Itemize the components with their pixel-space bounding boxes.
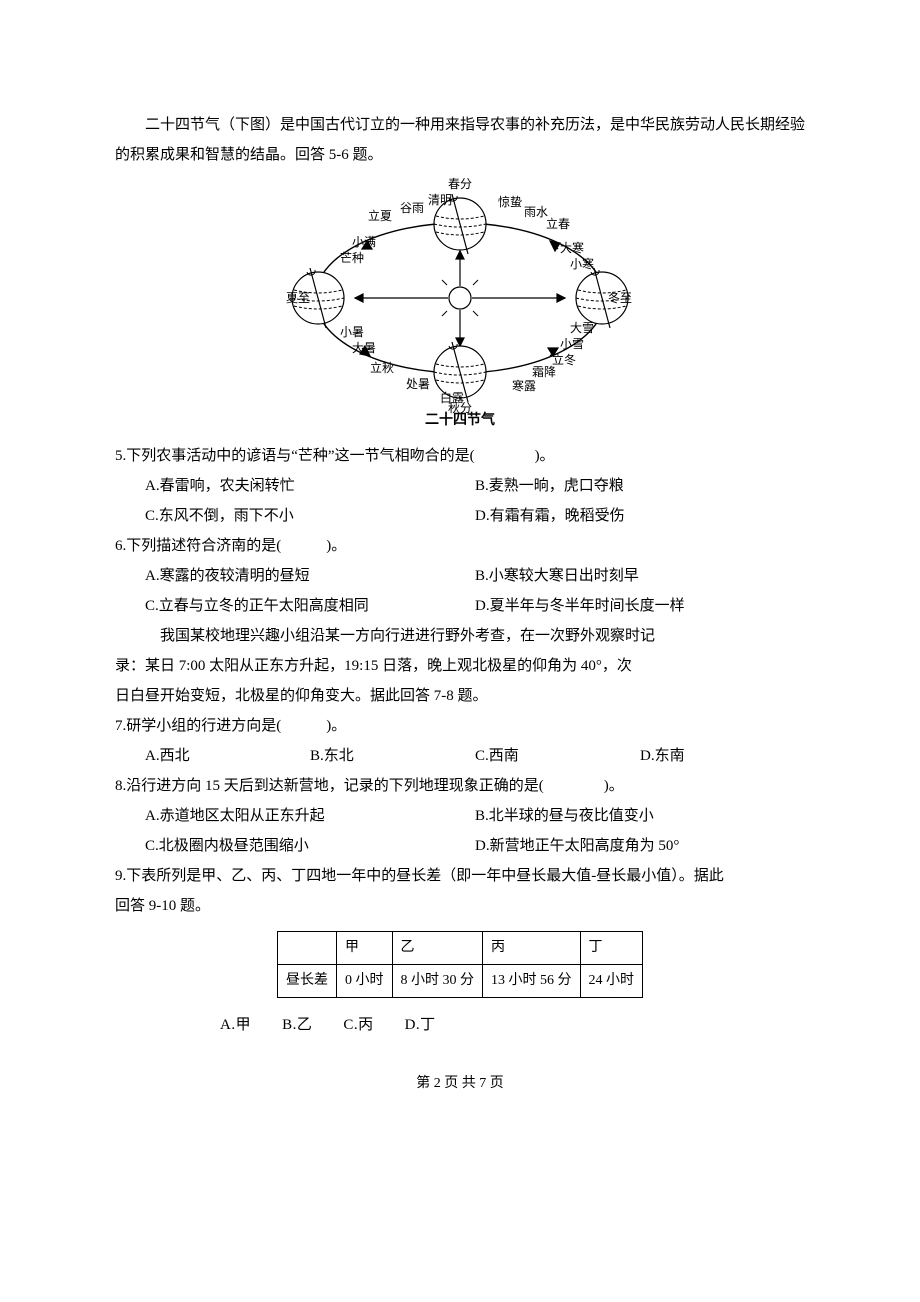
q5-opt-a: A.春雷响，农夫闲转忙 xyxy=(145,471,475,501)
th-bing: 丙 xyxy=(483,932,581,965)
svg-text:霜降: 霜降 xyxy=(532,365,556,379)
q6-opt-a: A.寒露的夜较清明的昼短 xyxy=(145,561,475,591)
svg-text:小雪: 小雪 xyxy=(560,337,584,351)
q6-opt-d: D.夏半年与冬半年时间长度一样 xyxy=(475,591,805,621)
q7-opts: A.西北 B.东北 C.西南 D.东南 xyxy=(115,741,805,771)
q9-table-wrap: 甲 乙 丙 丁 昼长差 0 小时 8 小时 30 分 13 小时 56 分 24… xyxy=(115,931,805,998)
intro-2-l3: 日白昼开始变短，北极星的仰角变大。据此回答 7-8 题。 xyxy=(115,681,805,711)
cell-ding: 24 小时 xyxy=(580,965,643,998)
q6-row2: C.立春与立冬的正午太阳高度相同 D.夏半年与冬半年时间长度一样 xyxy=(115,591,805,621)
q5-opt-d: D.有霜有霜，晚稻受伤 xyxy=(475,501,805,531)
q5-row1: A.春雷响，农夫闲转忙 B.麦熟一晌，虎口夺粮 xyxy=(115,471,805,501)
q9-table: 甲 乙 丙 丁 昼长差 0 小时 8 小时 30 分 13 小时 56 分 24… xyxy=(277,931,643,998)
q6-opt-b: B.小寒较大寒日出时刻早 xyxy=(475,561,805,591)
th-ding: 丁 xyxy=(580,932,643,965)
cell-bing: 13 小时 56 分 xyxy=(483,965,581,998)
svg-text:夏至: 夏至 xyxy=(286,291,310,305)
q5-opt-c: C.东风不倒，雨下不小 xyxy=(145,501,475,531)
svg-text:谷雨: 谷雨 xyxy=(400,201,424,215)
q8-opt-c: C.北极圈内极昼范围缩小 xyxy=(145,831,475,861)
q8-opt-a: A.赤道地区太阳从正东升起 xyxy=(145,801,475,831)
q8-stem: 8.沿行进方向 15 天后到达新营地，记录的下列地理现象正确的是( )。 xyxy=(115,771,805,801)
q7-opt-b: B.东北 xyxy=(310,741,475,771)
svg-text:立夏: 立夏 xyxy=(368,208,392,223)
q6-row1: A.寒露的夜较清明的昼短 B.小寒较大寒日出时刻早 xyxy=(115,561,805,591)
svg-text:立冬: 立冬 xyxy=(552,352,576,367)
svg-text:雨水: 雨水 xyxy=(524,205,548,219)
svg-text:芒种: 芒种 xyxy=(340,250,364,265)
svg-text:大寒: 大寒 xyxy=(560,240,584,255)
exam-page: 二十四节气（下图）是中国古代订立的一种用来指导农事的补充历法，是中华民族劳动人民… xyxy=(0,0,920,1302)
svg-text:大雪: 大雪 xyxy=(570,321,594,335)
svg-text:大暑: 大暑 xyxy=(352,341,376,355)
q5-row2: C.东风不倒，雨下不小 D.有霜有霜，晚稻受伤 xyxy=(115,501,805,531)
intro-2-l1: 我国某校地理兴趣小组沿某一方向行进进行野外考查，在一次野外观察时记 xyxy=(115,621,805,651)
q8-row2: C.北极圈内极昼范围缩小 D.新营地正午太阳高度角为 50° xyxy=(115,831,805,861)
svg-text:冬至: 冬至 xyxy=(608,290,632,305)
svg-text:春分: 春分 xyxy=(448,177,472,191)
th-blank xyxy=(278,932,337,965)
svg-text:小寒: 小寒 xyxy=(570,256,594,271)
q8-opt-b: B.北半球的昼与夜比值变小 xyxy=(475,801,805,831)
q9-options: A.甲 B.乙 C.丙 D.丁 xyxy=(115,1010,805,1040)
table-row: 甲 乙 丙 丁 xyxy=(278,932,643,965)
th-jia: 甲 xyxy=(337,932,393,965)
svg-text:清明: 清明 xyxy=(428,193,452,207)
svg-text:小暑: 小暑 xyxy=(340,325,364,339)
svg-text:小满: 小满 xyxy=(352,235,376,249)
q6-stem: 6.下列描述符合济南的是( )。 xyxy=(115,531,805,561)
row-label: 昼长差 xyxy=(278,965,337,998)
page-footer: 第 2 页 共 7 页 xyxy=(115,1070,805,1098)
table-row: 昼长差 0 小时 8 小时 30 分 13 小时 56 分 24 小时 xyxy=(278,965,643,998)
q7-opt-a: A.西北 xyxy=(145,741,310,771)
intro-2-l2: 录：某日 7:00 太阳从正东方升起，19:15 日落，晚上观北极星的仰角为 4… xyxy=(115,651,805,681)
svg-text:二十四节气: 二十四节气 xyxy=(425,411,495,426)
q6-opt-c: C.立春与立冬的正午太阳高度相同 xyxy=(145,591,475,621)
solar-terms-figure: 春分 清明 谷雨 立夏 小满 芒种 夏至 小暑 大暑 立秋 处暑 白露 秋分 寒… xyxy=(115,176,805,437)
svg-text:寒露: 寒露 xyxy=(512,378,536,393)
intro-1: 二十四节气（下图）是中国古代订立的一种用来指导农事的补充历法，是中华民族劳动人民… xyxy=(115,110,805,170)
q9-stem-l1: 9.下表所列是甲、乙、丙、丁四地一年中的昼长差（即一年中昼长最大值-昼长最小值）… xyxy=(115,861,805,891)
q7-opt-c: C.西南 xyxy=(475,741,640,771)
q5-stem: 5.下列农事活动中的谚语与“芒种”这一节气相吻合的是( )。 xyxy=(115,441,805,471)
svg-text:立秋: 立秋 xyxy=(370,360,394,375)
svg-text:处暑: 处暑 xyxy=(406,377,430,391)
solar-terms-svg: 春分 清明 谷雨 立夏 小满 芒种 夏至 小暑 大暑 立秋 处暑 白露 秋分 寒… xyxy=(280,176,640,426)
th-yi: 乙 xyxy=(392,932,483,965)
q7-opt-d: D.东南 xyxy=(640,741,805,771)
q8-row1: A.赤道地区太阳从正东升起 B.北半球的昼与夜比值变小 xyxy=(115,801,805,831)
q7-stem: 7.研学小组的行进方向是( )。 xyxy=(115,711,805,741)
q8-opt-d: D.新营地正午太阳高度角为 50° xyxy=(475,831,805,861)
q9-stem-l2: 回答 9-10 题。 xyxy=(115,891,805,921)
svg-text:立春: 立春 xyxy=(546,216,570,231)
q5-opt-b: B.麦熟一晌，虎口夺粮 xyxy=(475,471,805,501)
cell-yi: 8 小时 30 分 xyxy=(392,965,483,998)
cell-jia: 0 小时 xyxy=(337,965,393,998)
svg-text:惊蛰: 惊蛰 xyxy=(498,194,522,209)
